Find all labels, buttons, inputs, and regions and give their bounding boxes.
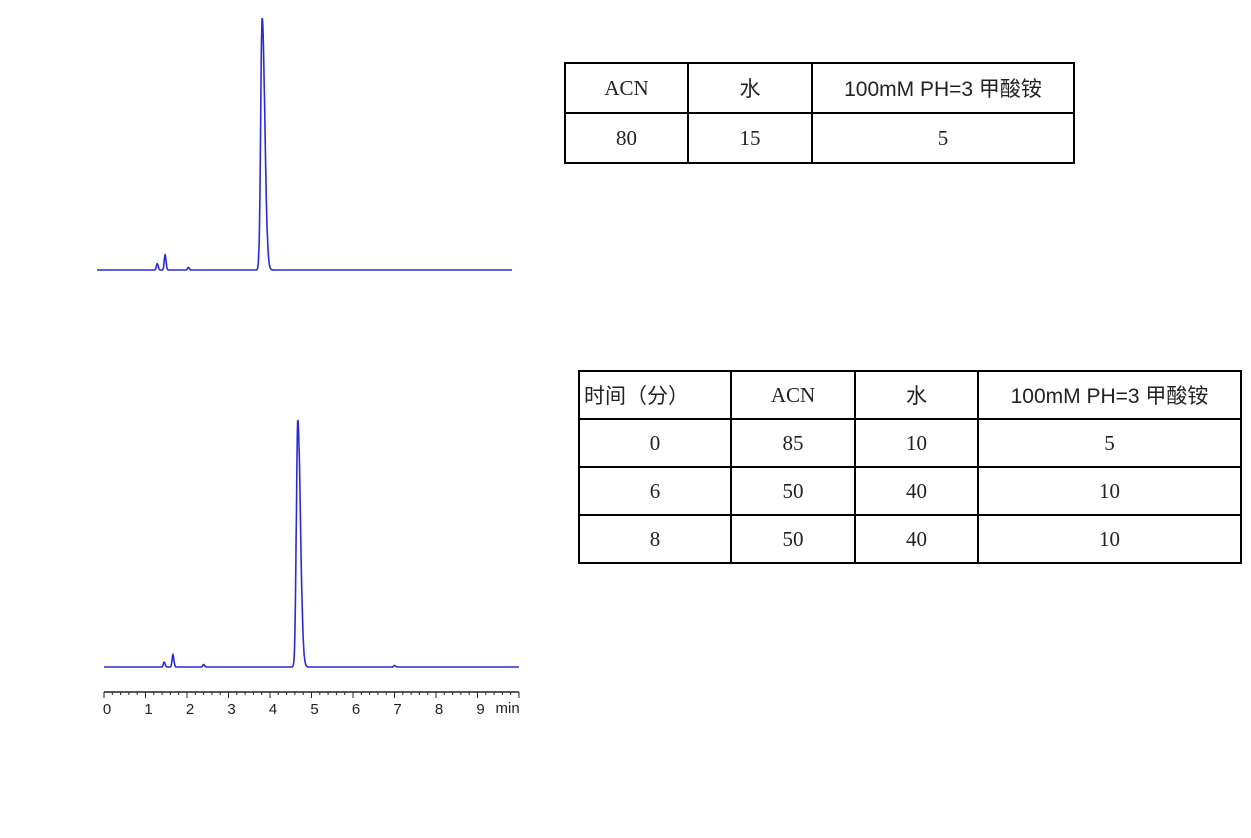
table-row: 0 85 10 5 xyxy=(578,418,1242,468)
x-tick-label: 0 xyxy=(103,701,111,718)
cell-time: 8 xyxy=(578,514,732,564)
cell-ammonium-formate: 5 xyxy=(811,112,1075,164)
cell-water: 40 xyxy=(854,466,979,516)
cell-water: 15 xyxy=(687,112,813,164)
x-axis: 0 1 2 3 4 5 6 7 8 9 min xyxy=(103,691,520,718)
header-acn: ACN xyxy=(730,370,856,420)
table-header-row: ACN 水 100mM PH=3 甲酸铵 xyxy=(564,62,1075,114)
cell-water: 40 xyxy=(854,514,979,564)
cell-ammonium-formate: 5 xyxy=(977,418,1242,468)
x-tick-label: 4 xyxy=(269,701,277,718)
cell-water: 10 xyxy=(854,418,979,468)
cell-acn: 85 xyxy=(730,418,856,468)
header-ammonium-formate: 100mM PH=3 甲酸铵 xyxy=(977,370,1242,420)
chromatogram-trace-gradient xyxy=(104,419,519,668)
x-tick-label: 3 xyxy=(227,701,235,718)
x-tick-label: 1 xyxy=(144,701,152,718)
x-tick-label: 5 xyxy=(310,701,318,718)
x-unit-label: min xyxy=(496,700,520,717)
x-tick-label: 2 xyxy=(186,701,194,718)
x-tick-label: 8 xyxy=(435,701,443,718)
header-water: 水 xyxy=(854,370,979,420)
table-row: 80 15 5 xyxy=(564,112,1075,164)
x-tick-label: 7 xyxy=(393,701,401,718)
chromatogram-trace-isocratic xyxy=(97,17,512,271)
table-row: 8 50 40 10 xyxy=(578,514,1242,564)
header-ammonium-formate: 100mM PH=3 甲酸铵 xyxy=(811,62,1075,114)
header-acn: ACN xyxy=(564,62,689,114)
x-tick-label: 6 xyxy=(352,701,360,718)
gradient-table: 时间（分） ACN 水 100mM PH=3 甲酸铵 0 85 10 5 6 5… xyxy=(578,370,1242,564)
header-time: 时间（分） xyxy=(578,370,732,420)
table-row: 6 50 40 10 xyxy=(578,466,1242,516)
cell-time: 6 xyxy=(578,466,732,516)
header-water: 水 xyxy=(687,62,813,114)
x-tick-label: 9 xyxy=(476,701,484,718)
isocratic-mobile-phase-table: ACN 水 100mM PH=3 甲酸铵 80 15 5 xyxy=(564,62,1075,164)
cell-acn: 50 xyxy=(730,514,856,564)
cell-acn: 80 xyxy=(564,112,689,164)
cell-time: 0 xyxy=(578,418,732,468)
cell-ammonium-formate: 10 xyxy=(977,514,1242,564)
cell-acn: 50 xyxy=(730,466,856,516)
table-header-row: 时间（分） ACN 水 100mM PH=3 甲酸铵 xyxy=(578,370,1242,420)
cell-ammonium-formate: 10 xyxy=(977,466,1242,516)
